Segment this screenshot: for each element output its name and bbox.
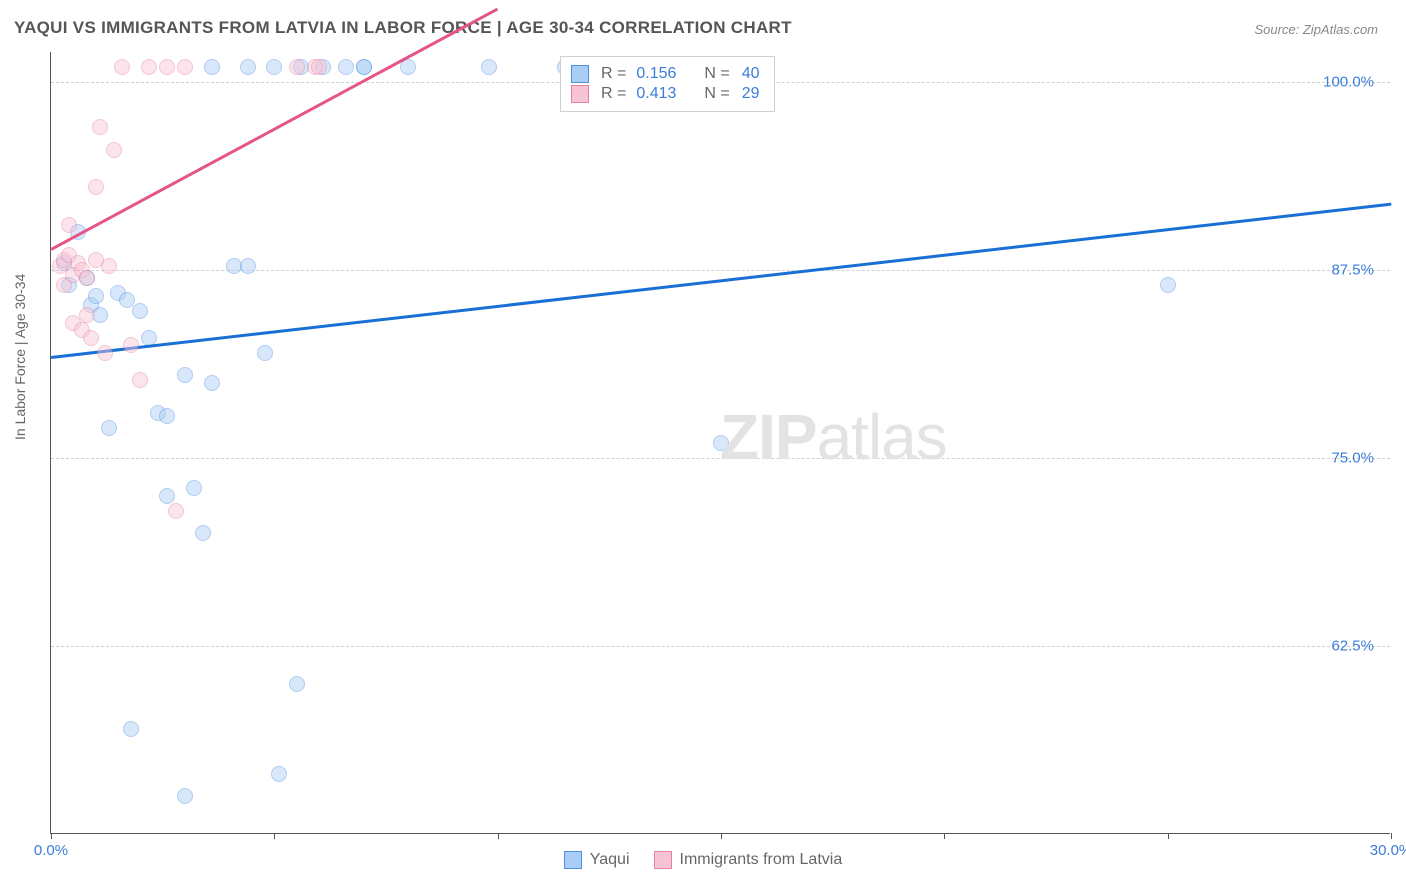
data-point (356, 59, 372, 75)
data-point (338, 59, 354, 75)
data-point (106, 142, 122, 158)
data-point (713, 435, 729, 451)
chart-title: YAQUI VS IMMIGRANTS FROM LATVIA IN LABOR… (14, 18, 792, 38)
r-label: R = (601, 85, 626, 103)
data-point (61, 217, 77, 233)
data-point (132, 372, 148, 388)
n-label: N = (704, 65, 729, 83)
data-point (271, 766, 287, 782)
data-point (159, 59, 175, 75)
y-axis-label: In Labor Force | Age 30-34 (12, 274, 28, 440)
data-point (204, 59, 220, 75)
data-point (177, 367, 193, 383)
x-tick (944, 833, 945, 839)
data-point (101, 258, 117, 274)
plot-area: 62.5%75.0%87.5%100.0%0.0%30.0% (50, 52, 1390, 834)
data-point (1160, 277, 1176, 293)
legend-item: Yaqui (564, 851, 630, 869)
data-point (92, 119, 108, 135)
legend-row: R = 0.156 N = 40 (571, 65, 760, 83)
correlation-legend: R = 0.156 N = 40 R = 0.413 N = 29 (560, 56, 775, 112)
trend-line (51, 202, 1391, 358)
data-point (141, 59, 157, 75)
r-value: 0.156 (636, 65, 676, 83)
gridline (51, 646, 1390, 647)
legend-swatch (564, 851, 582, 869)
n-label: N = (704, 85, 729, 103)
data-point (289, 59, 305, 75)
data-point (159, 408, 175, 424)
data-point (83, 330, 99, 346)
legend-row: R = 0.413 N = 29 (571, 85, 760, 103)
data-point (240, 258, 256, 274)
data-point (257, 345, 273, 361)
data-point (311, 59, 327, 75)
data-point (101, 420, 117, 436)
data-point (177, 788, 193, 804)
y-tick-label: 75.0% (1331, 450, 1374, 467)
n-value: 40 (742, 65, 760, 83)
data-point (79, 270, 95, 286)
data-point (195, 525, 211, 541)
data-point (481, 59, 497, 75)
legend-label: Immigrants from Latvia (680, 851, 843, 869)
data-point (177, 59, 193, 75)
x-tick (51, 833, 52, 839)
legend-item: Immigrants from Latvia (654, 851, 843, 869)
data-point (79, 307, 95, 323)
data-point (289, 676, 305, 692)
y-tick-label: 100.0% (1323, 74, 1374, 91)
x-tick (1391, 833, 1392, 839)
data-point (88, 179, 104, 195)
data-point (186, 480, 202, 496)
data-point (132, 303, 148, 319)
data-point (114, 59, 130, 75)
gridline (51, 458, 1390, 459)
y-tick-label: 62.5% (1331, 638, 1374, 655)
data-point (123, 337, 139, 353)
legend-swatch (654, 851, 672, 869)
data-point (266, 59, 282, 75)
trend-line (50, 7, 498, 250)
legend-label: Yaqui (590, 851, 630, 869)
source-attribution: Source: ZipAtlas.com (1254, 22, 1378, 37)
r-label: R = (601, 65, 626, 83)
x-tick (1168, 833, 1169, 839)
data-point (159, 488, 175, 504)
series-legend: Yaqui Immigrants from Latvia (0, 851, 1406, 874)
legend-swatch (571, 65, 589, 83)
data-point (168, 503, 184, 519)
data-point (204, 375, 220, 391)
data-point (88, 288, 104, 304)
data-point (240, 59, 256, 75)
y-tick-label: 87.5% (1331, 262, 1374, 279)
legend-swatch (571, 85, 589, 103)
x-tick (498, 833, 499, 839)
n-value: 29 (742, 85, 760, 103)
x-tick (721, 833, 722, 839)
x-tick (274, 833, 275, 839)
data-point (400, 59, 416, 75)
data-point (97, 345, 113, 361)
r-value: 0.413 (636, 85, 676, 103)
data-point (123, 721, 139, 737)
